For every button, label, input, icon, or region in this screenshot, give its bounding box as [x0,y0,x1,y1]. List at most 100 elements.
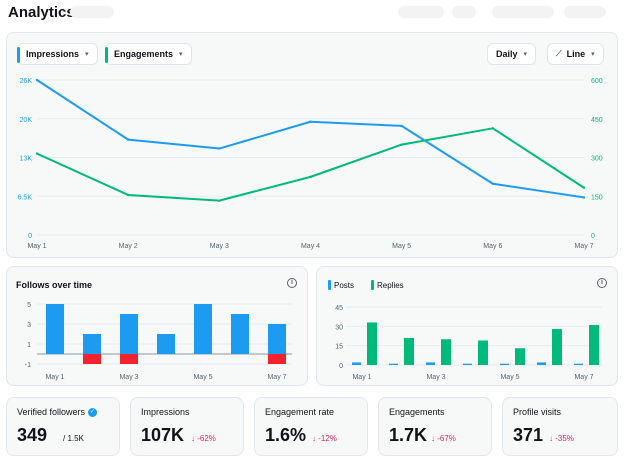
stat-sub: / 1.5K [63,434,84,443]
x-tick-label: May 7 [574,374,593,381]
impressions-color-bar [17,47,20,63]
y-right-tick-label: 0 [591,233,595,240]
stat-label: Impressions [141,407,190,417]
stat-label: Engagement rate [265,407,335,417]
y-tick-label: 3 [27,322,31,329]
bar-follows [231,314,249,354]
stat-card-impressions[interactable]: Impressions 107K ↓ -62% [130,397,244,456]
stat-label: Verified followers ✓ [17,407,98,418]
x-tick-label: May 5 [392,243,411,250]
x-tick-label: May 3 [119,374,138,381]
y-left-tick-label: 6.5K [18,194,33,201]
x-tick-label: May 3 [210,243,229,250]
follows-card-title: Follows over time [16,280,93,290]
y-right-tick-label: 600 [591,78,603,85]
y-tick-label: 15 [335,344,343,351]
bar-follows [83,334,101,354]
bar-posts [352,362,361,365]
info-icon[interactable]: i [597,278,607,288]
x-tick-label: May 2 [119,243,138,250]
data-point-engagements [400,143,403,146]
stat-value: 1.6% [265,425,307,445]
y-left-tick-label: 26K [20,78,33,85]
x-tick-label: May 6 [483,243,502,250]
y-left-tick-label: 13K [20,156,33,163]
x-tick-label: May 1 [45,374,64,381]
legend-replies[interactable]: Replies [371,280,404,290]
blurred-header-item [492,6,554,18]
stat-value: 1.7K [389,425,428,445]
x-tick-label: May 5 [193,374,212,381]
y-tick-label: -1 [25,362,31,369]
data-point-engagements [582,186,586,189]
x-tick-label: May 3 [426,374,445,381]
bar-unfollows [83,354,101,364]
x-tick-label: May 1 [352,374,371,381]
bar-posts [574,363,583,365]
data-point-engagements [126,193,130,197]
stat-value: 371 [513,425,544,445]
chart-type-select-label: Line [566,49,586,59]
chevron-down-icon: ▾ [523,51,528,58]
bar-follows [46,304,64,354]
legend-posts[interactable]: Posts [328,280,354,290]
chevron-down-icon: ▾ [85,51,89,58]
bar-replies [478,340,488,365]
bar-follows [157,334,175,354]
bar-replies [404,337,414,365]
y-left-tick-label: 20K [20,117,33,124]
period-select-label: Daily [496,49,518,59]
y-right-tick-label: 450 [591,117,603,124]
x-tick-label: May 5 [500,374,519,381]
chart-type-select[interactable]: ⟋ Line ▾ [547,43,604,65]
bar-follows [194,304,212,354]
data-point-impressions [35,78,39,82]
blurred-header-item [564,6,606,18]
bar-posts [537,362,546,365]
bar-posts [463,363,472,365]
bar-follows [268,324,286,354]
stat-card-verified-followers[interactable]: Verified followers ✓ 349 / 1.5K [6,397,120,456]
line-chart-icon: ⟋ [556,49,562,58]
data-point-impressions [218,147,221,150]
data-point-engagements [309,175,312,179]
bar-posts [426,362,435,365]
stat-card-profile-visits[interactable]: Profile visits 371 ↓ -35% [502,397,618,456]
y-left-tick-label: 0 [28,233,32,240]
y-right-tick-label: 300 [591,156,603,163]
blurred-header-item [398,6,444,18]
verified-badge-icon: ✓ [88,408,98,418]
stat-change: ↓ -12% [312,434,337,443]
x-tick-label: May 4 [301,243,320,250]
stat-card-engagement-rate[interactable]: Engagement rate 1.6% ↓ -12% [254,397,368,456]
data-point-engagements [491,127,495,130]
stat-change: ↓ -67% [431,434,456,443]
y-tick-label: 0 [339,363,343,370]
bar-replies [367,322,377,365]
y-tick-label: 5 [27,302,31,309]
bar-follows [120,314,138,354]
engagements-toggle-label: Engagements [114,49,174,59]
y-tick-label: 30 [335,324,343,331]
stat-value: 349 [17,425,48,445]
y-tick-label: 1 [27,342,31,349]
data-point-engagements [35,152,39,155]
chevron-down-icon: ▾ [179,51,183,58]
x-tick-label: May 7 [574,243,593,250]
bar-posts [389,363,398,365]
engagements-toggle[interactable]: Engagements ▾ [105,43,192,65]
blurred-header-item [452,6,476,18]
period-select[interactable]: Daily ▾ [487,43,537,65]
stat-label: Engagements [389,407,445,417]
data-point-impressions [126,138,130,141]
bar-unfollows [268,354,286,364]
x-tick-label: May 1 [27,243,46,250]
bar-replies [589,325,599,365]
info-icon[interactable]: i [287,278,297,288]
impressions-toggle[interactable]: Impressions ▾ [17,43,98,65]
stat-card-engagements[interactable]: Engagements 1.7K ↓ -67% [378,397,492,456]
bar-unfollows [120,354,138,364]
stat-change: ↓ -35% [549,434,574,443]
